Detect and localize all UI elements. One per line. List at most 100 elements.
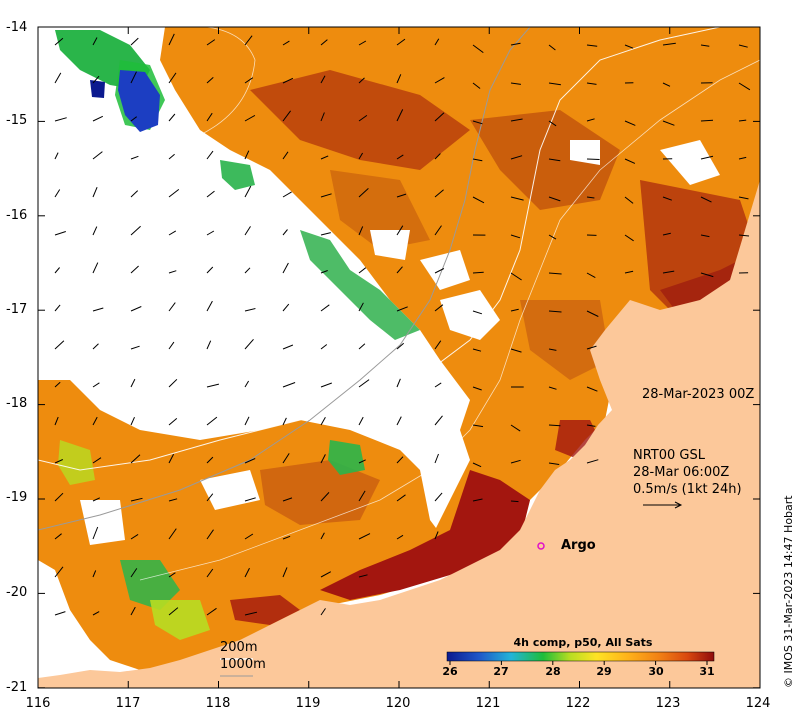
current-arrow [244, 185, 252, 198]
current-arrow [434, 112, 445, 122]
current-arrow [54, 72, 62, 84]
current-arrow [434, 268, 445, 274]
colorbar-tick: 28 [545, 665, 561, 678]
current-arrow [548, 196, 561, 202]
y-tick-label: -21 [6, 680, 28, 695]
current-arrow [168, 302, 176, 312]
current-arrow [434, 225, 442, 236]
current-arrow [206, 340, 212, 350]
current-arrow [168, 341, 175, 350]
isobath-1000m-label: 1000m [220, 657, 266, 672]
x-tick-label: 117 [115, 696, 141, 711]
current-arrow [282, 110, 292, 122]
current-arrow [586, 44, 598, 47]
current-arrow [472, 271, 484, 274]
current-arrow [472, 82, 481, 89]
current-arrow [700, 119, 714, 122]
current-arrow [510, 234, 521, 239]
colorbar [446, 651, 715, 662]
current-arrow [206, 230, 215, 236]
current-arrow [54, 459, 64, 464]
current-arrow [92, 75, 100, 84]
current-arrow [548, 310, 562, 313]
current-arrow [130, 265, 139, 274]
current-arrow [510, 155, 523, 160]
current-arrow [282, 191, 292, 198]
current-arrow [472, 310, 483, 315]
current-arrow [510, 348, 522, 353]
current-arrow [434, 415, 443, 426]
current-arrow [586, 82, 597, 85]
current-arrow [92, 151, 103, 160]
current-arrow [358, 379, 370, 388]
x-tick-label: 118 [205, 696, 231, 711]
current-arrow [358, 77, 365, 84]
isobath-200m [38, 27, 721, 471]
current-arrow [282, 417, 287, 426]
current-arrow [624, 158, 636, 164]
current-arrow [396, 456, 404, 464]
current-arrow [510, 272, 522, 281]
current-arrow [244, 458, 256, 464]
current-arrow [434, 453, 439, 464]
current-arrow [738, 156, 747, 160]
current-arrow [282, 303, 290, 312]
x-tick-label: 122 [565, 696, 591, 711]
current-arrow [358, 267, 367, 274]
current-arrow [130, 378, 136, 388]
colorbar-title: 4h comp, p50, All Sats [513, 636, 653, 649]
current-arrow [738, 119, 747, 122]
current-arrow [244, 567, 250, 578]
date-label: 28-Mar-2023 00Z [642, 387, 755, 402]
current-arrow [624, 270, 634, 274]
current-arrow [472, 158, 483, 162]
argo-label: Argo [561, 538, 596, 553]
current-arrow [510, 196, 524, 201]
current-arrow [92, 307, 104, 312]
sst-hot-coast [320, 470, 530, 600]
x-tick-label: 116 [25, 696, 51, 711]
current-arrow [282, 262, 289, 274]
current-arrow [472, 462, 482, 468]
current-arrow [510, 42, 521, 46]
current-arrow [320, 232, 331, 236]
current-arrow [282, 453, 290, 464]
reference-arrow [643, 501, 683, 509]
current-arrow [130, 606, 136, 616]
current-arrow [472, 348, 482, 352]
current-arrow [510, 118, 523, 122]
current-arrow [320, 75, 326, 84]
current-arrow [320, 492, 330, 502]
current-arrow [206, 77, 214, 84]
current-arrow [244, 226, 251, 236]
current-arrow [358, 302, 364, 312]
current-arrow [320, 416, 326, 426]
current-arrow [586, 345, 597, 350]
current-arrow [206, 300, 213, 312]
current-arrow [244, 338, 254, 350]
y-tick-label: -20 [6, 585, 28, 600]
current-arrow [358, 226, 364, 236]
current-arrow [510, 308, 519, 312]
current-arrow [54, 231, 66, 236]
current-arrow [548, 386, 557, 390]
current-info-line3: 0.5m/s (1kt 24h) [633, 482, 742, 497]
current-arrow [54, 152, 59, 160]
current-arrow [244, 611, 258, 616]
current-arrow [130, 454, 141, 464]
current-arrow [130, 345, 140, 350]
current-arrow [510, 82, 521, 85]
current-arrow [168, 33, 175, 46]
current-arrow [54, 381, 61, 388]
current-arrow [434, 189, 444, 198]
current-arrow [244, 308, 256, 312]
current-arrow [700, 155, 714, 160]
current-arrow [358, 152, 364, 160]
current-arrow [434, 492, 443, 502]
x-tick-label: 119 [295, 696, 321, 711]
current-arrow [738, 82, 751, 91]
current-arrow [168, 230, 177, 236]
current-arrow [320, 155, 329, 160]
current-info-line1: NRT00 GSL [633, 448, 705, 463]
colorbar-tick: 26 [442, 665, 458, 678]
